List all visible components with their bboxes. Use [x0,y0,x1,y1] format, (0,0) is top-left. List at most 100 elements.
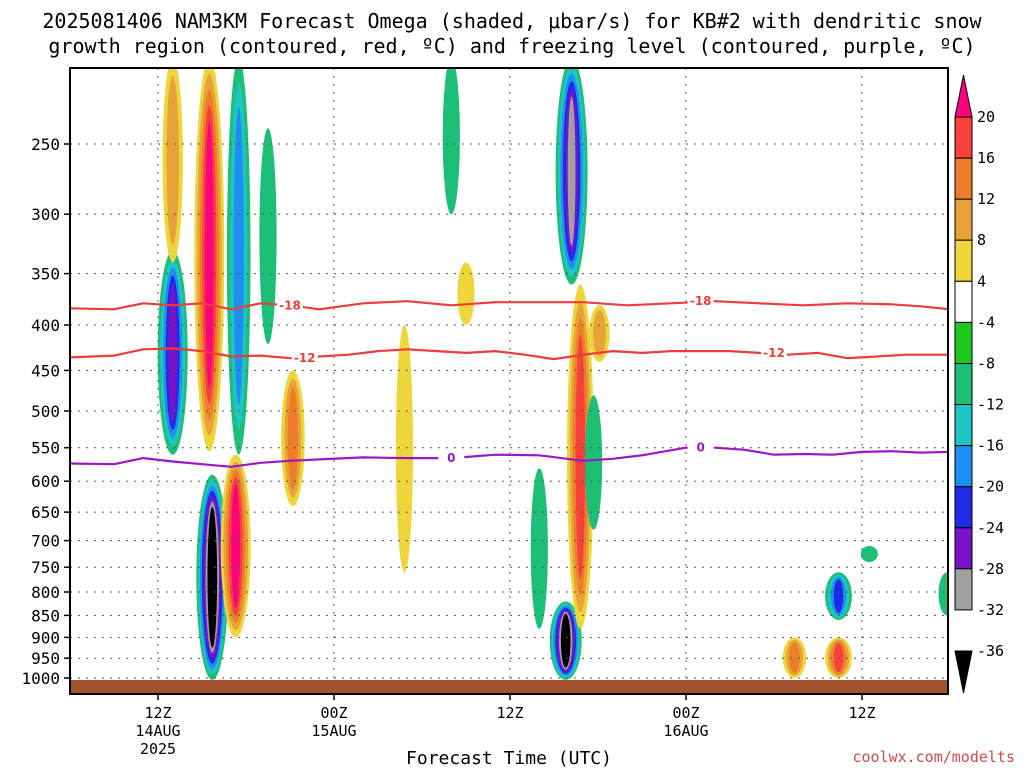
colorbar-swatch-5 [954,280,973,323]
y-tick-label-950mb: 950 [31,649,60,668]
y-tick-label-650mb: 650 [31,503,60,522]
contour-label-0-1: -18 [690,294,712,308]
x-tick-time-2: 12Z [496,704,523,722]
contour-label-0-0: -18 [279,298,301,312]
omega-cell-12-level-7 [562,615,569,666]
colorbar-label-8: -16 [977,437,1004,455]
omega-cell-9-level-0 [442,68,460,215]
colorbar-label-2: 12 [977,190,995,208]
colorbar-swatch-9 [954,445,973,488]
contour-line-0 [70,300,948,311]
colorbar-label-7: -12 [977,396,1004,414]
x-tick-time-3: 00Z [672,704,699,722]
grid-lines [70,68,948,694]
colorbar-swatch-1 [954,116,973,159]
colorbar-bottom-arrow [954,650,973,694]
contour-label-1-1: -12 [763,346,785,360]
y-tick-label-800mb: 800 [31,583,60,602]
ground-surface [70,680,948,694]
colorbar-label-1: 16 [977,149,995,167]
omega-cell-18-level-3 [833,579,844,613]
contour-label-bg-1-1 [761,344,787,359]
y-tick-label-500mb: 500 [31,402,60,421]
omega-cell-20-level-0 [860,546,878,562]
contour-label-bg-2-1 [687,439,714,454]
contour-label-bg-1-0 [291,350,318,365]
x-axis-title: Forecast Time (UTC) [406,748,612,768]
omega-cell-14-level-3 [575,335,586,579]
contour-label-2-0: 0 [447,451,455,465]
omega-cell-5-level-2 [233,107,244,406]
omega-cell-0-level-4 [168,283,177,422]
colorbar-swatch-6 [954,321,973,364]
omega-cell-8-level-0 [395,325,413,573]
contour-label-bg-0-1 [687,293,714,308]
colorbar-label-0: 20 [977,108,995,126]
colorbar: 20 16 12 8 4 -4 -8 -12 -16 -20 -24 -28 -32 -36 [954,74,1004,694]
colorbar-label-11: -28 [977,560,1004,578]
omega-cell-7-level-2 [287,387,299,490]
colorbar-top-arrow [954,74,973,118]
y-tick-label-250mb: 250 [31,135,60,154]
colorbar-label-3: 8 [977,231,986,249]
omega-cell-3-level-7 [209,512,216,643]
chart-title-line-2: growth region (contoured, red, ºC) and f… [48,34,975,58]
x-tick-time-0: 12Z [144,704,171,722]
y-tick-label-750mb: 750 [31,558,60,577]
credit-text: coolwx.com/modelts [852,748,1015,766]
colorbar-swatch-3 [954,198,973,241]
colorbar-label-5: -4 [977,313,995,331]
x-tick-date-3: 16AUG [663,722,708,740]
omega-cell-16-level-1 [593,310,606,357]
colorbar-swatch-10 [954,486,973,529]
colorbar-swatch-2 [954,157,973,200]
contour-label-bg-0-0 [277,297,303,312]
x-tick-date-0: 14AUG [135,722,180,740]
y-tick-label-550mb: 550 [31,439,60,458]
y-tick-label-1000mb: 1000 [21,669,60,688]
contour-label-bg-2-0 [438,450,465,465]
omega-cell-15-level-0 [585,395,603,530]
colorbar-label-9: -20 [977,478,1004,496]
x-tick-time-1: 00Z [320,704,347,722]
y-tick-label-300mb: 300 [31,205,60,224]
x-tick-time-4: 12Z [848,704,875,722]
omega-cell-1-level-1 [166,75,179,245]
y-tick-label-850mb: 850 [31,606,60,625]
colorbar-swatch-11 [954,527,973,570]
chart-title-line-1: 2025081406 NAM3KM Forecast Omega (shaded… [42,9,982,33]
colorbar-label-4: 4 [977,272,986,290]
temperature-contours: -18 -18 -12 -12 0 0 [70,293,948,468]
omega-cell-6-level-0 [259,128,277,344]
x-tick-date-1: 15AUG [311,722,356,740]
colorbar-swatch-4 [954,239,973,282]
colorbar-label-10: -24 [977,519,1004,537]
omega-cell-21-level-0 [938,572,948,616]
y-tick-label-700mb: 700 [31,532,60,551]
contour-line-1 [70,347,948,361]
contour-label-1-0: -12 [294,351,316,365]
y-tick-label-900mb: 900 [31,628,60,647]
omega-cell-4-level-4 [231,484,240,608]
y-tick-label-450mb: 450 [31,361,60,380]
colorbar-swatch-7 [954,363,973,406]
contour-line-2 [70,446,948,468]
omega-cell-2-level-4 [205,121,214,388]
y-tick-label-600mb: 600 [31,472,60,491]
y-tick-label-400mb: 400 [31,316,60,335]
pressure-axis: 250 300 350 400 450 500 550 600 650 700 750 800 850 9… [21,135,70,688]
x-tick-year-0: 2025 [140,740,176,758]
omega-cell-17-level-2 [789,642,800,673]
y-tick-label-350mb: 350 [31,265,60,284]
colorbar-label-13: -36 [977,642,1004,660]
contour-label-2-1: 0 [697,441,705,455]
omega-cell-13-level-5 [567,96,576,246]
colorbar-label-6: -8 [977,355,995,373]
colorbar-swatch-8 [954,404,973,447]
colorbar-label-12: -32 [977,601,1004,619]
plot-frame [69,67,949,695]
omega-cell-10-level-0 [457,262,475,326]
colorbar-swatch-12 [954,568,973,611]
